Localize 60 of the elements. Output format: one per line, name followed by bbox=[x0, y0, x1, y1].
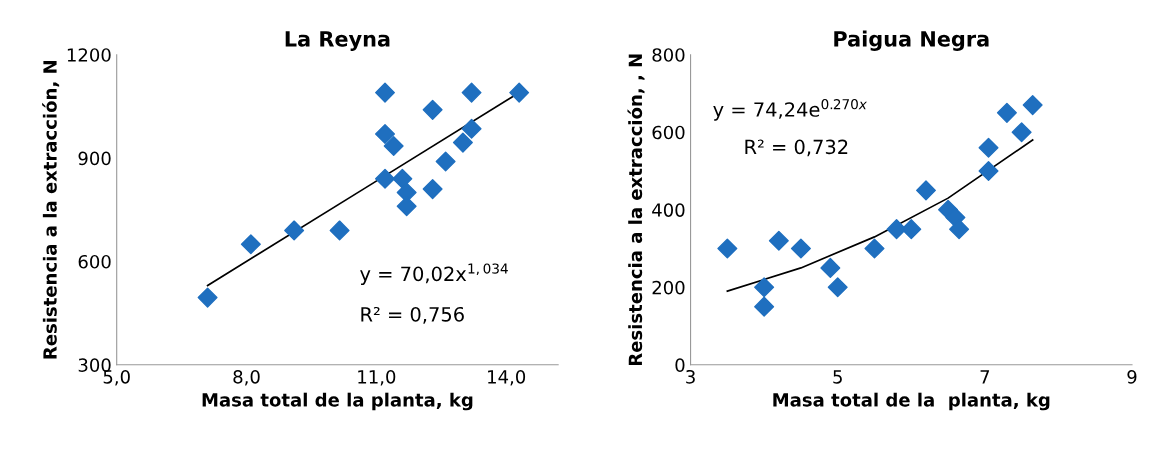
point bbox=[790, 238, 811, 259]
y-tick-label: 900 bbox=[78, 151, 111, 166]
point bbox=[422, 179, 443, 200]
point bbox=[978, 137, 999, 158]
x-tick-label: 14,0 bbox=[488, 369, 526, 386]
y-tick-label: 0 bbox=[675, 358, 685, 372]
point bbox=[509, 82, 530, 103]
point bbox=[1022, 95, 1043, 116]
y-axis-title: Resistencia a la extracción, , N bbox=[627, 54, 645, 366]
point bbox=[396, 196, 417, 217]
point bbox=[827, 277, 848, 298]
point bbox=[1011, 122, 1032, 143]
point bbox=[768, 230, 789, 251]
annotation: y = 70,02x$^{1,034}$ bbox=[360, 263, 508, 285]
point bbox=[375, 168, 396, 189]
annotation: R² = 0,732 bbox=[745, 139, 848, 157]
point bbox=[864, 238, 885, 259]
point bbox=[284, 220, 305, 241]
y-tick-label: 200 bbox=[652, 280, 685, 295]
point bbox=[452, 132, 473, 153]
point bbox=[375, 82, 396, 103]
point bbox=[383, 136, 404, 157]
point bbox=[240, 234, 261, 255]
y-tick-label: 300 bbox=[78, 358, 111, 372]
point bbox=[717, 238, 738, 259]
x-tick-label: 11,0 bbox=[358, 369, 396, 386]
x-tick-label: 9 bbox=[1127, 369, 1137, 384]
y-tick-label: 800 bbox=[652, 48, 685, 62]
y-tick-label: 600 bbox=[652, 125, 685, 140]
y-tick-label: 1200 bbox=[67, 48, 111, 62]
x-tick-label: 3 bbox=[686, 369, 695, 384]
point bbox=[375, 123, 396, 144]
point bbox=[754, 277, 775, 298]
point bbox=[435, 151, 456, 172]
chart-title: La Reyna bbox=[285, 31, 390, 51]
point bbox=[996, 102, 1017, 123]
point bbox=[901, 219, 922, 240]
point bbox=[978, 160, 999, 182]
point bbox=[461, 118, 482, 139]
y-tick-label: 600 bbox=[78, 254, 111, 269]
x-tick-label: 8,0 bbox=[233, 369, 260, 386]
annotation: y = 74,24e$^{0.270x}$ bbox=[713, 99, 867, 121]
point bbox=[329, 220, 350, 241]
annotation: R² = 0,756 bbox=[361, 306, 464, 324]
x-tick-label: 5 bbox=[833, 370, 842, 384]
point bbox=[392, 168, 413, 189]
point bbox=[949, 219, 970, 240]
x-tick-label: 7 bbox=[980, 370, 990, 384]
y-tick-label: 400 bbox=[652, 203, 685, 217]
x-tick-label: 5,0 bbox=[103, 369, 130, 386]
y-axis-title: Resistencia a la extracción, N bbox=[42, 61, 60, 359]
point bbox=[197, 287, 218, 308]
point bbox=[422, 99, 443, 120]
chart-title: Paigua Negra bbox=[834, 30, 989, 51]
point bbox=[754, 296, 775, 317]
x-axis-title: Masa total de la planta, kg bbox=[773, 392, 1050, 411]
point bbox=[461, 82, 482, 103]
point bbox=[820, 257, 841, 278]
point bbox=[915, 180, 937, 201]
x-axis-title: Masa total de la planta, kg bbox=[202, 392, 473, 411]
